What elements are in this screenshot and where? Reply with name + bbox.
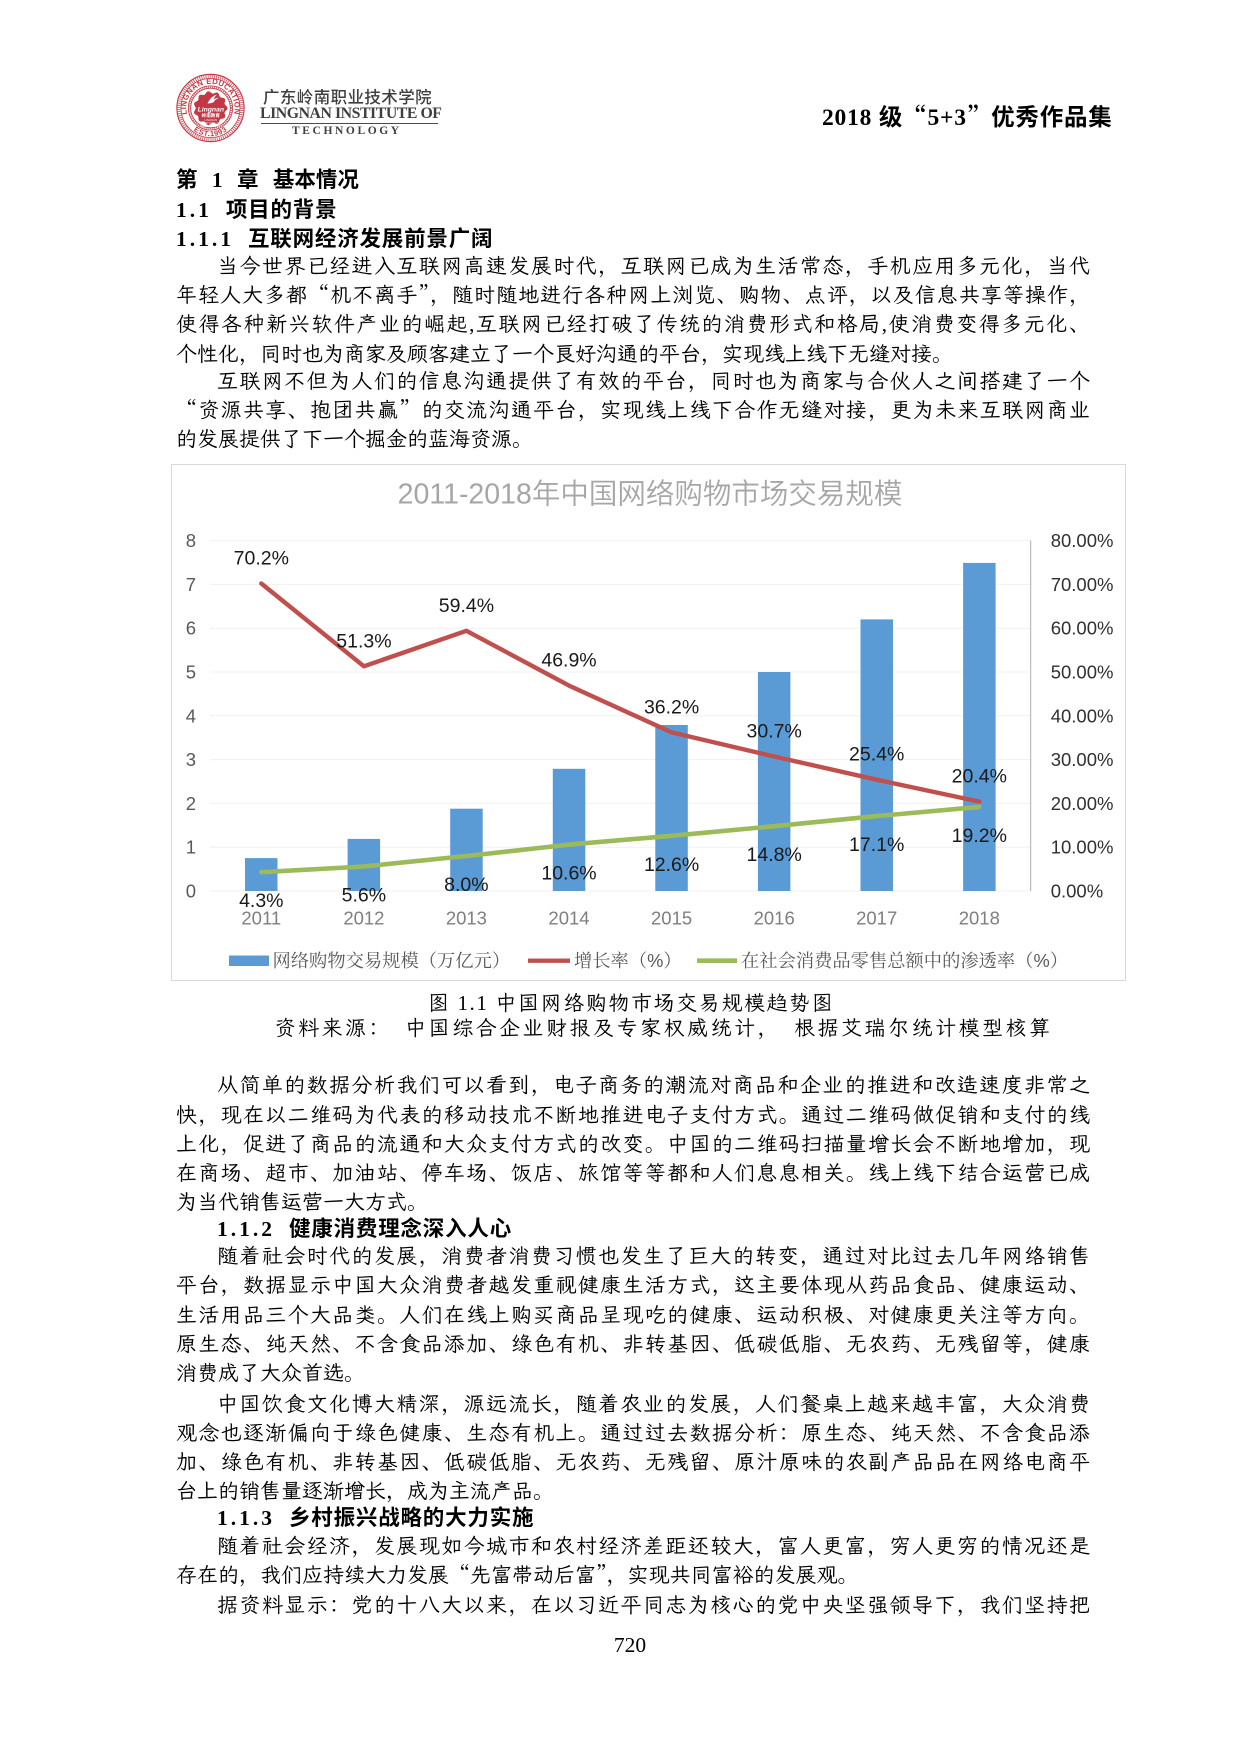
svg-text:增长率（%）: 增长率（%）: [574, 950, 682, 971]
svg-text:36.2%: 36.2%: [644, 696, 699, 718]
svg-text:46.9%: 46.9%: [541, 649, 596, 671]
svg-text:4: 4: [186, 705, 196, 726]
svg-text:10.00%: 10.00%: [1051, 836, 1114, 857]
svg-text:2012: 2012: [343, 907, 384, 928]
svg-text:80.00%: 80.00%: [1051, 530, 1114, 551]
svg-text:51.3%: 51.3%: [336, 630, 391, 652]
svg-text:60.00%: 60.00%: [1051, 617, 1114, 638]
svg-text:2015: 2015: [651, 907, 692, 928]
svg-text:25.4%: 25.4%: [849, 743, 904, 765]
svg-text:2011-2018年中国网络购物市场交易规模: 2011-2018年中国网络购物市场交易规模: [398, 478, 903, 510]
svg-text:2011: 2011: [241, 907, 281, 928]
svg-text:INSTITUTE OF: INSTITUTE OF: [201, 121, 221, 125]
svg-text:40.00%: 40.00%: [1051, 705, 1114, 726]
svg-text:8.0%: 8.0%: [444, 874, 488, 896]
svg-text:10.6%: 10.6%: [541, 862, 596, 884]
svg-text:TECHNOLOGY: TECHNOLOGY: [201, 124, 221, 128]
svg-text:14.8%: 14.8%: [747, 844, 802, 866]
svg-text:59.4%: 59.4%: [439, 594, 494, 616]
svg-text:5: 5: [186, 661, 196, 682]
svg-text:0: 0: [186, 880, 196, 901]
svg-text:岭南教育: 岭南教育: [202, 112, 221, 119]
svg-text:70.00%: 70.00%: [1051, 573, 1114, 594]
svg-text:5.6%: 5.6%: [342, 884, 386, 906]
svg-text:3: 3: [186, 749, 196, 770]
svg-text:30.00%: 30.00%: [1051, 749, 1114, 770]
svg-text:网络购物交易规模（万亿元）: 网络购物交易规模（万亿元）: [273, 950, 511, 971]
svg-text:1: 1: [186, 836, 196, 857]
svg-text:12.6%: 12.6%: [644, 853, 699, 875]
svg-text:2018: 2018: [959, 907, 1000, 928]
svg-text:LINGNAN: LINGNAN: [205, 118, 218, 122]
svg-text:6: 6: [186, 617, 196, 638]
svg-text:2016: 2016: [754, 907, 795, 928]
svg-text:2013: 2013: [446, 907, 487, 928]
svg-text:8: 8: [186, 530, 196, 551]
svg-text:0.00%: 0.00%: [1051, 880, 1103, 901]
svg-text:70.2%: 70.2%: [234, 547, 289, 569]
svg-text:2017: 2017: [856, 907, 897, 928]
svg-text:2: 2: [186, 792, 196, 813]
svg-text:17.1%: 17.1%: [849, 834, 904, 856]
svg-text:7: 7: [186, 573, 196, 594]
svg-text:2014: 2014: [548, 907, 589, 928]
svg-text:20.4%: 20.4%: [952, 765, 1007, 787]
svg-text:50.00%: 50.00%: [1051, 661, 1114, 682]
svg-text:Lingnan: Lingnan: [198, 107, 224, 114]
svg-text:在社会消费品零售总额中的渗透率（%）: 在社会消费品零售总额中的渗透率（%）: [741, 950, 1068, 971]
svg-text:20.00%: 20.00%: [1051, 792, 1114, 813]
svg-text:4.3%: 4.3%: [239, 890, 283, 912]
svg-text:30.7%: 30.7%: [747, 720, 802, 742]
svg-text:19.2%: 19.2%: [952, 824, 1007, 846]
